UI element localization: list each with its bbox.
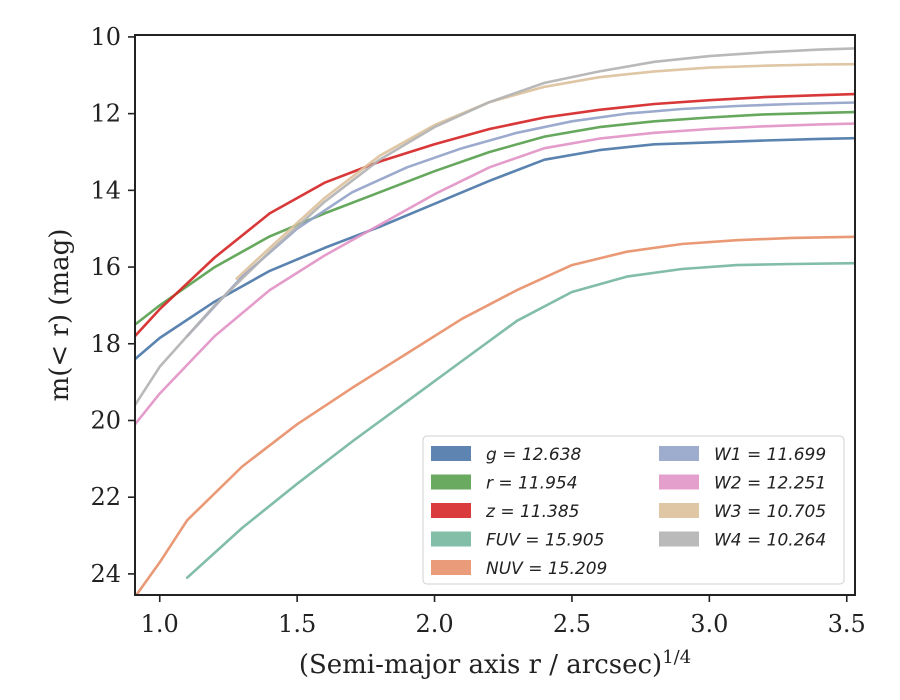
legend-swatch-6 xyxy=(659,474,699,490)
legend-swatch-0 xyxy=(431,446,471,461)
y-tick-label-6: 22 xyxy=(90,483,121,511)
legend-swatch-2 xyxy=(431,503,471,518)
series-line-2 xyxy=(135,92,855,338)
series-line-5 xyxy=(185,101,855,338)
x-tick-label-5: 3.5 xyxy=(828,610,866,638)
legend-swatch-3 xyxy=(431,531,471,547)
y-axis-label: m(< r) (mag) xyxy=(45,229,75,402)
legend-label-3: FUV = 15.905 xyxy=(486,531,604,551)
legend-swatch-4 xyxy=(431,560,471,575)
series-layer xyxy=(135,47,855,595)
y-tick-label-0: 10 xyxy=(90,23,121,51)
series-line-7 xyxy=(235,62,855,280)
legend-label-5: W1 = 11.699 xyxy=(714,445,826,465)
x-tick-label-1: 1.5 xyxy=(278,610,316,638)
y-tick-label-7: 24 xyxy=(90,560,121,588)
series-line-0 xyxy=(135,136,855,361)
series-line-4 xyxy=(135,235,855,595)
legend-label-6: W2 = 12.251 xyxy=(714,474,826,494)
legend-swatch-7 xyxy=(659,503,699,518)
series-line-3 xyxy=(185,261,855,579)
y-tick-label-3: 16 xyxy=(90,253,121,281)
y-tick-label-4: 18 xyxy=(90,330,121,358)
y-tick-label-2: 14 xyxy=(90,176,121,204)
legend-swatch-5 xyxy=(659,446,699,461)
y-tick-label-1: 12 xyxy=(90,100,121,128)
legend-swatch-1 xyxy=(431,474,471,490)
legend-label-4: NUV = 15.209 xyxy=(486,559,607,579)
legend-swatch-8 xyxy=(659,531,699,547)
legend-label-1: r = 11.954 xyxy=(486,474,578,494)
x-axis: 1.0 1.5 2.0 2.5 3.0 3.5 xyxy=(141,595,866,638)
x-tick-label-3: 2.5 xyxy=(553,610,591,638)
x-tick-label-4: 3.0 xyxy=(690,610,728,638)
x-axis-label: (Semi-major axis r / arcsec)1/4 xyxy=(299,647,691,680)
x-tick-label-2: 2.0 xyxy=(415,610,453,638)
legend: g = 12.638 r = 11.954 z = 11.385 FUV = 15.9… xyxy=(422,435,845,585)
series-line-1 xyxy=(135,110,855,326)
legend-label-7: W3 = 10.705 xyxy=(714,502,826,522)
legend-label-8: W4 = 10.264 xyxy=(714,531,826,551)
legend-box xyxy=(422,435,845,585)
legend-label-2: z = 11.385 xyxy=(485,502,579,522)
y-tick-label-5: 20 xyxy=(90,406,121,434)
series-line-8 xyxy=(135,47,855,407)
series-line-6 xyxy=(135,122,855,426)
plot-frame xyxy=(134,34,856,596)
legend-label-0: g = 12.638 xyxy=(486,445,582,465)
y-axis: 10 12 14 16 18 20 22 24 xyxy=(90,23,135,588)
x-tick-label-0: 1.0 xyxy=(141,610,179,638)
